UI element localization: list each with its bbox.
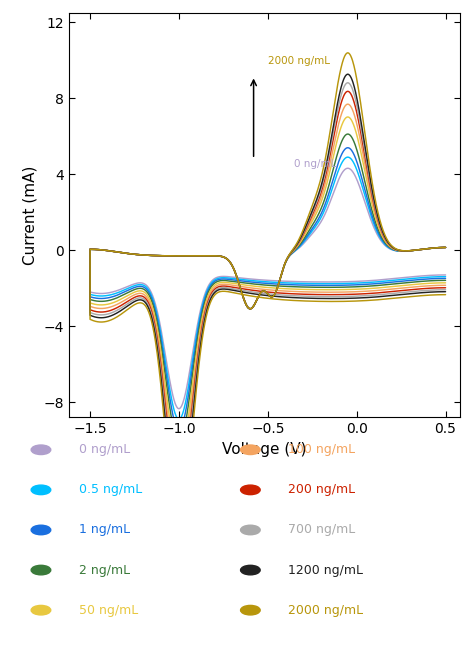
Circle shape xyxy=(241,445,260,455)
Circle shape xyxy=(241,525,260,534)
Text: 200 ng/mL: 200 ng/mL xyxy=(288,483,356,496)
Circle shape xyxy=(241,565,260,575)
Text: 0 ng/mL: 0 ng/mL xyxy=(79,443,130,456)
Text: 50 ng/mL: 50 ng/mL xyxy=(79,604,138,617)
Circle shape xyxy=(241,485,260,495)
Text: 2000 ng/mL: 2000 ng/mL xyxy=(288,604,364,617)
Text: 700 ng/mL: 700 ng/mL xyxy=(288,523,356,536)
Text: 2000 ng/mL: 2000 ng/mL xyxy=(268,56,330,66)
Text: 1 ng/mL: 1 ng/mL xyxy=(79,523,130,536)
Circle shape xyxy=(31,565,51,575)
Text: 2 ng/mL: 2 ng/mL xyxy=(79,564,130,576)
Circle shape xyxy=(31,485,51,495)
Circle shape xyxy=(31,445,51,455)
Circle shape xyxy=(241,606,260,615)
Text: 1200 ng/mL: 1200 ng/mL xyxy=(288,564,363,576)
X-axis label: Voltage (V): Voltage (V) xyxy=(222,442,307,457)
Text: 0.5 ng/mL: 0.5 ng/mL xyxy=(79,483,142,496)
Circle shape xyxy=(31,525,51,534)
Y-axis label: Current (mA): Current (mA) xyxy=(23,166,38,265)
Text: 100 ng/mL: 100 ng/mL xyxy=(288,443,356,456)
Text: 0 ng/mL: 0 ng/mL xyxy=(294,159,337,169)
Circle shape xyxy=(31,606,51,615)
